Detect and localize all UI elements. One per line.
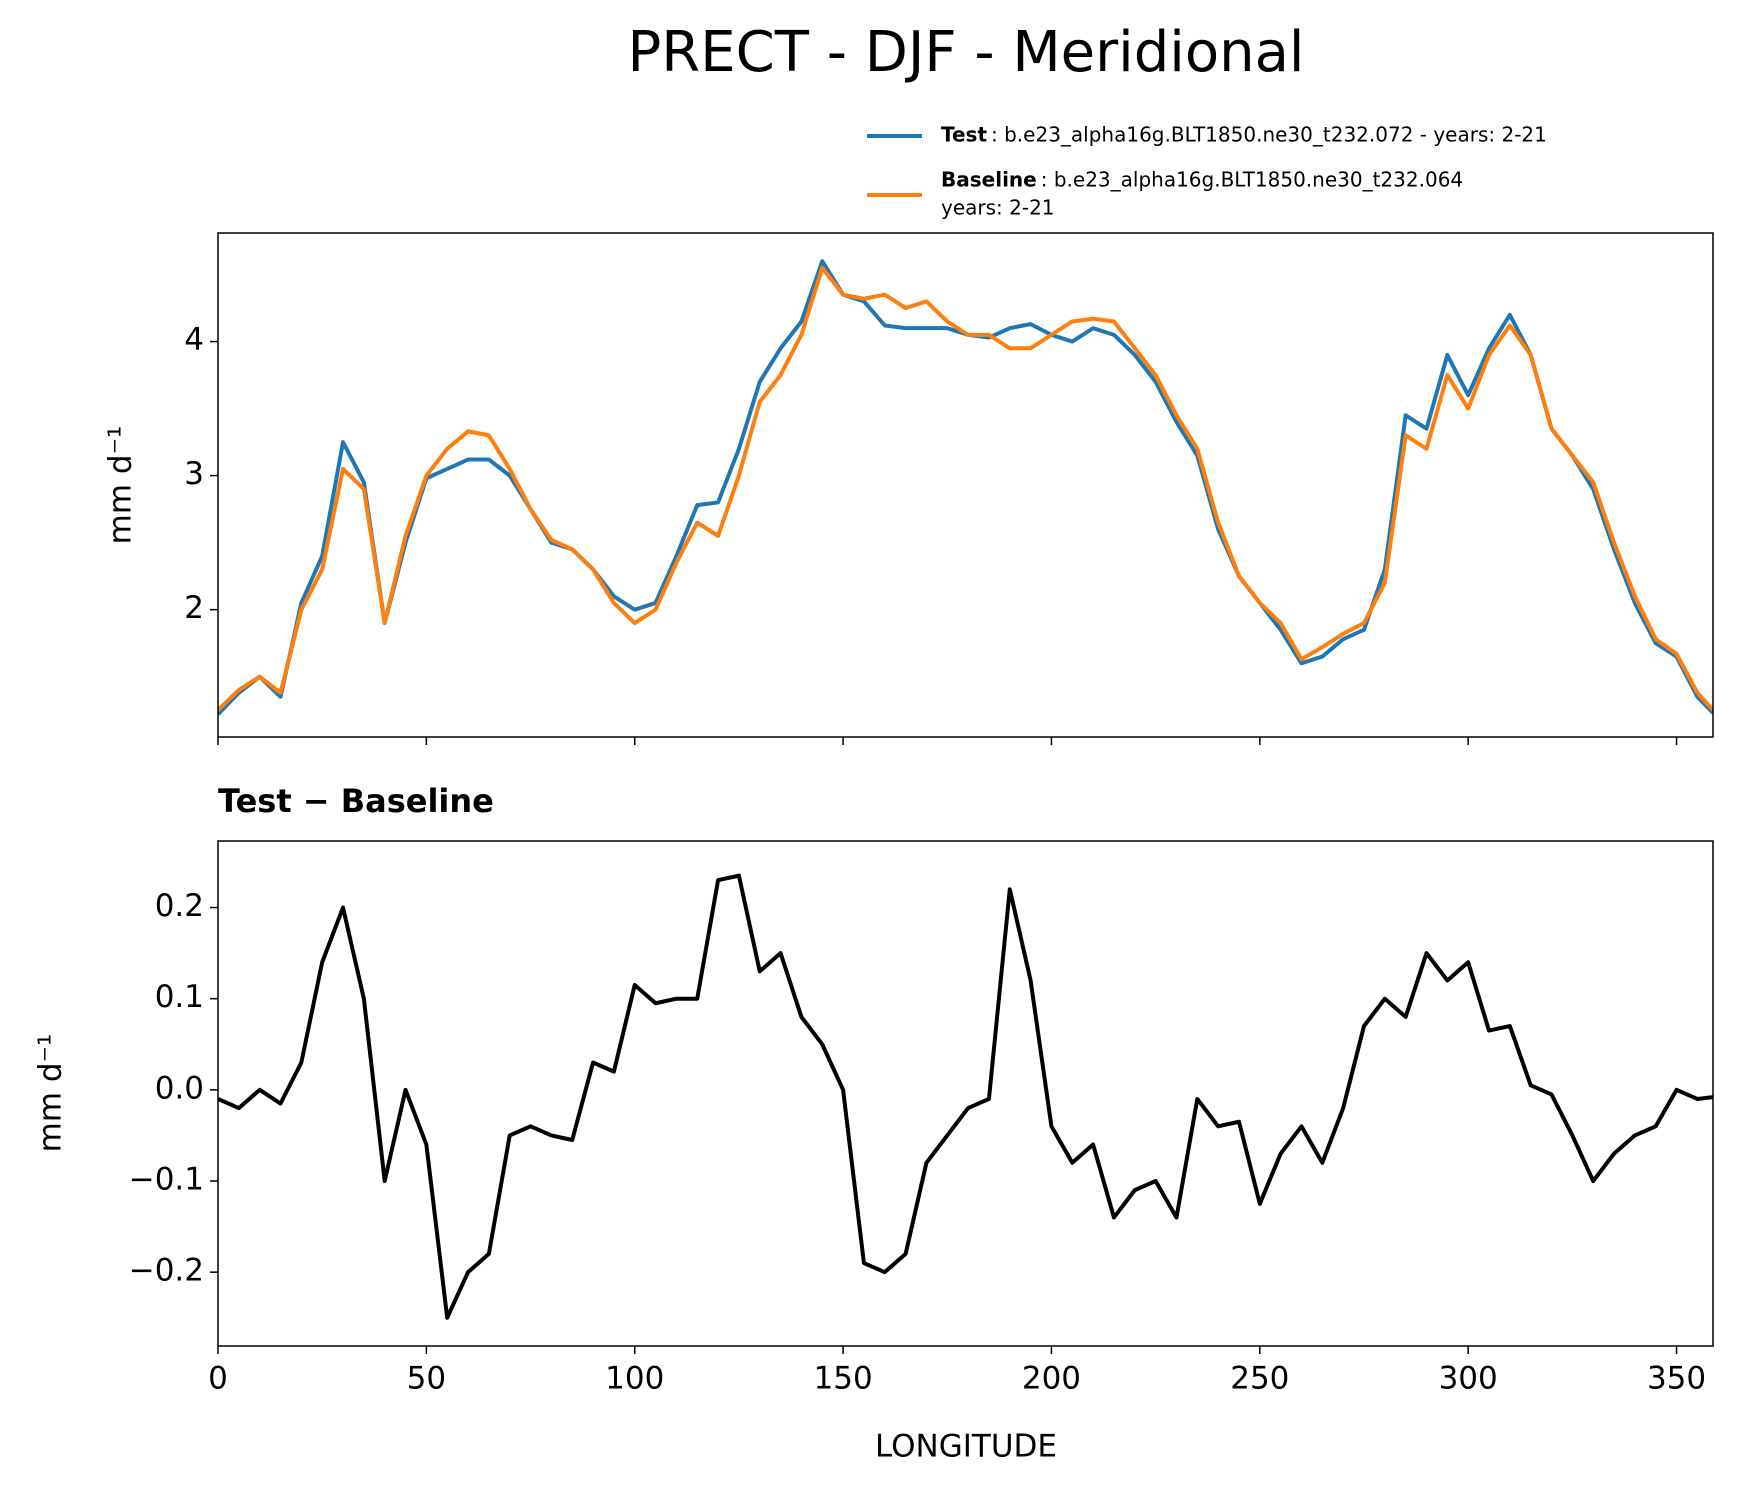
x-tick-label: 0 bbox=[208, 1361, 228, 1397]
data-line bbox=[218, 265, 1713, 712]
legend-label: Test bbox=[941, 123, 987, 147]
y-tick-label: 4 bbox=[184, 322, 204, 358]
axes-frame bbox=[217, 840, 1714, 1347]
x-axis-label: LONGITUDE bbox=[875, 1429, 1057, 1465]
x-tick-label: 100 bbox=[605, 1361, 664, 1397]
x-tick-label: 150 bbox=[814, 1361, 873, 1397]
legend-description: : b.e23_alpha16g.BLT1850.ne30_t232.072 -… bbox=[991, 123, 1547, 147]
data-line bbox=[218, 259, 1713, 716]
legend-description: : b.e23_alpha16g.BLT1850.ne30_t232.064 bbox=[1041, 168, 1463, 192]
y-axis-label: mm d⁻¹ bbox=[33, 1034, 69, 1153]
y-tick-label: 0.2 bbox=[155, 888, 204, 924]
y-tick-label: −0.1 bbox=[129, 1162, 204, 1198]
figure-title: PRECT - DJF - Meridional bbox=[628, 20, 1305, 85]
y-tick-label: 2 bbox=[184, 590, 204, 626]
y-tick-label: 3 bbox=[184, 456, 204, 492]
y-axis-label: mm d⁻¹ bbox=[103, 426, 139, 545]
y-tick-label: 0.0 bbox=[155, 1070, 204, 1106]
x-tick-label: 350 bbox=[1647, 1361, 1706, 1397]
plot-area bbox=[218, 259, 1713, 716]
x-tick-label: 50 bbox=[407, 1361, 446, 1397]
x-tick-label: 300 bbox=[1439, 1361, 1498, 1397]
axes-frame bbox=[217, 232, 1714, 738]
subplot-title: Test − Baseline bbox=[218, 782, 494, 820]
data-line bbox=[218, 873, 1713, 1320]
legend-label: Baseline bbox=[941, 168, 1037, 192]
plot-area bbox=[218, 873, 1713, 1320]
x-tick-label: 250 bbox=[1230, 1361, 1289, 1397]
legend-description: years: 2-21 bbox=[941, 196, 1055, 220]
y-tick-label: 0.1 bbox=[155, 979, 204, 1015]
x-tick-label: 200 bbox=[1022, 1361, 1081, 1397]
y-tick-label: −0.2 bbox=[129, 1253, 204, 1289]
